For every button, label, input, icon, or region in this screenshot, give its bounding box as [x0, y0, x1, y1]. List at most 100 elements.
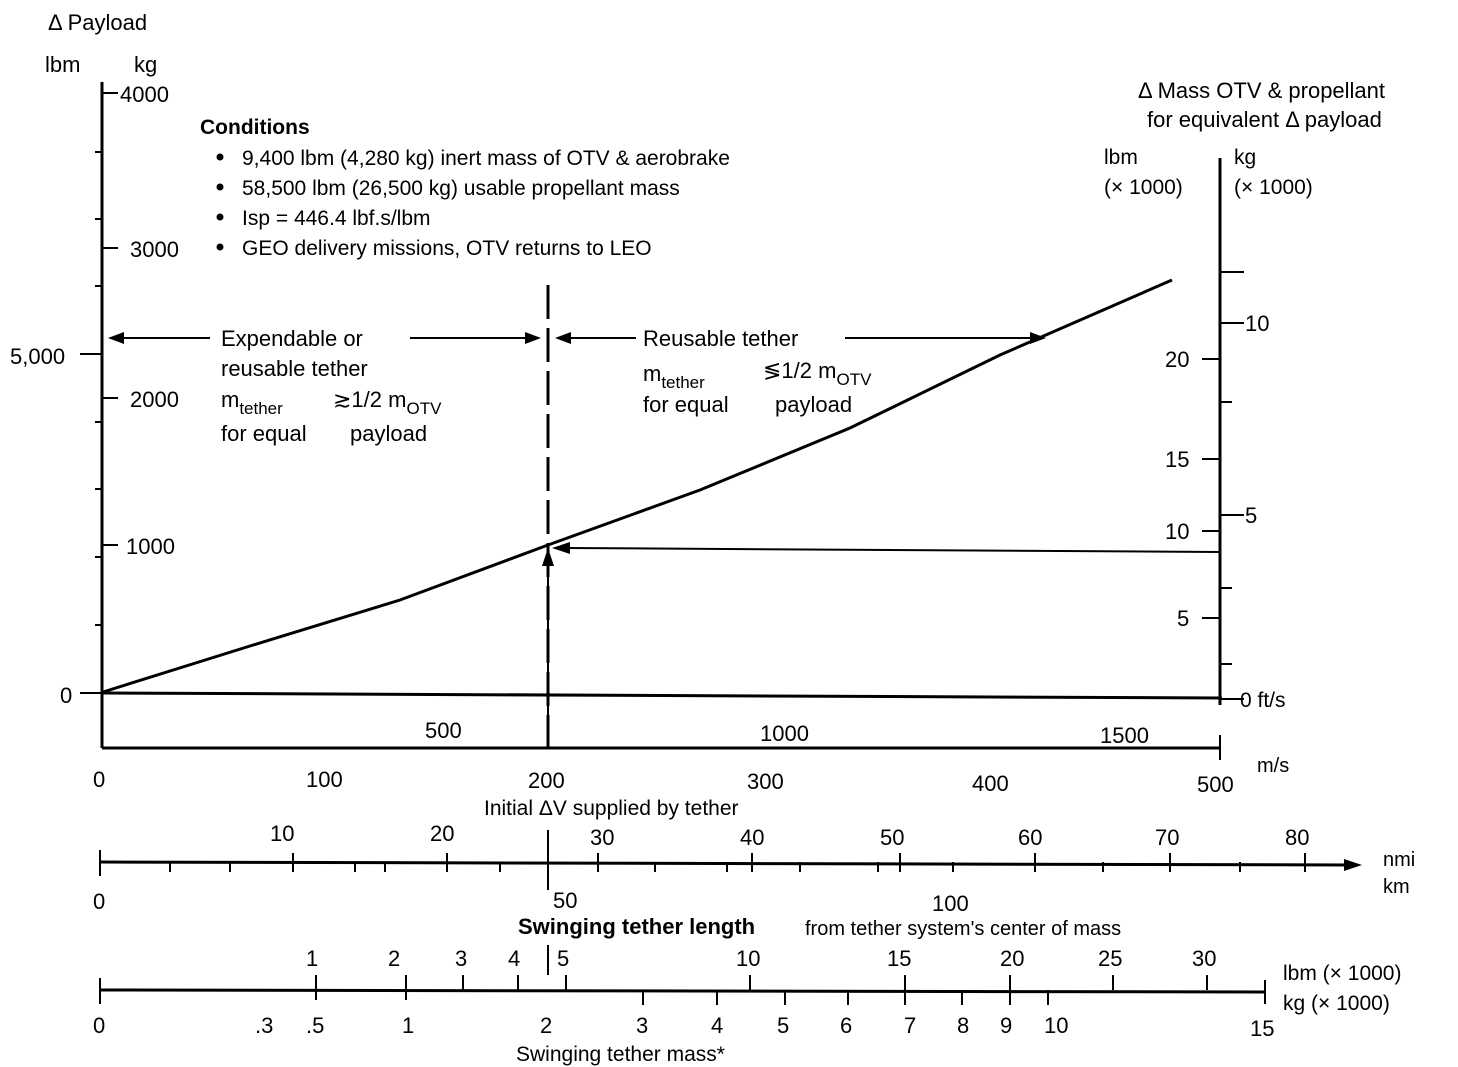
ms-tick-label: 300	[747, 769, 784, 794]
right-axis-kg-unit: (× 1000)	[1234, 176, 1313, 199]
mass-kg-tick-label: 2	[540, 1013, 552, 1038]
mass-kg-tick-label: 5	[777, 1013, 789, 1038]
arrowhead-icon	[555, 332, 571, 344]
length-scale-title: Swinging tether length	[518, 914, 755, 939]
nmi-tick-label: 10	[270, 821, 294, 846]
right-axis-title-line2: for equivalent Δ payload	[1147, 107, 1382, 132]
right-axis-ticks	[1202, 271, 1244, 700]
length-scale-subtitle: from tether system's center of mass	[805, 918, 1121, 940]
right-axis: Δ Mass OTV & propellant for equivalent Δ…	[1104, 78, 1385, 712]
annotation-sub: tether	[239, 399, 283, 418]
annotation-line: payload	[350, 421, 427, 446]
annotation-line: mtether	[221, 387, 283, 418]
ms-tick-label: 0	[93, 767, 105, 792]
ms-tick-label: 400	[972, 771, 1009, 796]
mass-kg-tick-label: 7	[904, 1013, 916, 1038]
mass-kg-tick-label: 9	[1000, 1013, 1012, 1038]
nmi-tick-label: 40	[740, 825, 764, 850]
right-kg-tick-label: 5	[1245, 503, 1257, 528]
arrowhead-icon	[108, 332, 124, 344]
fts-tick-label: 1500	[1100, 723, 1149, 748]
left-axis-ticks	[80, 92, 118, 694]
nmi-tick-label: 70	[1155, 825, 1179, 850]
annotation-line: for equal	[643, 392, 729, 417]
left-lbm-tick-label: 5,000	[10, 344, 65, 369]
left-lbm-tick-label: 0	[60, 683, 72, 708]
km-unit-label: km	[1383, 876, 1410, 898]
left-kg-tick-label: 4000	[120, 82, 169, 107]
nmi-tick-label: 80	[1285, 825, 1309, 850]
mass-lbm-tick-label: 2	[388, 946, 400, 971]
right-lbm-tick-label: 15	[1165, 447, 1189, 472]
nmi-tick-label: 30	[590, 825, 614, 850]
nmi-unit-label: nmi	[1383, 849, 1415, 871]
mass-kg-tick-label: .5	[306, 1013, 324, 1038]
left-axis-kg-label: kg	[134, 52, 157, 77]
region-arrows	[108, 332, 1046, 344]
annotation-line: payload	[775, 392, 852, 417]
annotation-m: m	[643, 361, 661, 386]
condition-item: Isp = 446.4 lbf.s/lbm	[242, 207, 431, 230]
right-lbm-tick-label: 5	[1177, 606, 1189, 631]
right-lbm-tick-label: 10	[1165, 519, 1189, 544]
bullet	[216, 183, 224, 191]
arrowhead-icon	[1030, 332, 1046, 344]
right-kg-tick-label: 10	[1245, 311, 1269, 336]
annotation-line: mtether	[643, 361, 705, 392]
annotation-line: for equal	[221, 421, 307, 446]
annotation-sub: tether	[661, 373, 705, 392]
mass-kg-tick-label: 4	[711, 1013, 723, 1038]
nmi-tick-label: 50	[880, 825, 904, 850]
mass-lbm-tick-label: 25	[1098, 946, 1122, 971]
left-axis-lbm-label: lbm	[45, 52, 80, 77]
left-kg-tick-label: 1000	[126, 534, 175, 559]
fts-axis-line	[101, 691, 1223, 700]
annotation-line: reusable tether	[221, 356, 368, 381]
ms-tick-label: 200	[528, 768, 565, 793]
payload-curve	[102, 278, 1173, 694]
left-axis-title: Δ Payload	[48, 10, 147, 35]
annotation-sub: OTV	[406, 399, 442, 418]
length-scale-line	[99, 860, 1351, 867]
bullet	[216, 243, 224, 251]
mass-ticks	[315, 975, 1208, 1005]
right-axis-lbm-label: lbm	[1104, 146, 1138, 169]
left-kg-tick-label: 2000	[130, 387, 179, 412]
mass-lbm-unit-label: lbm (× 1000)	[1283, 962, 1401, 985]
conditions-title: Conditions	[200, 116, 310, 139]
mass-scale-title: Swinging tether mass*	[516, 1043, 725, 1066]
length-minor-ticks	[169, 853, 1306, 872]
mass-kg-tick-label: 0	[93, 1013, 105, 1038]
annotation-line: ≶1/2 mOTV	[763, 358, 872, 389]
mass-kg-tick-label: 15	[1250, 1016, 1274, 1041]
right-lbm-tick-label: 20	[1165, 347, 1189, 372]
nmi-tick-label: 60	[1018, 825, 1042, 850]
ms-unit-label: m/s	[1257, 755, 1289, 777]
fts-tick-label: 1000	[760, 721, 809, 746]
annotation-line: ≳1/2 mOTV	[333, 387, 442, 418]
right-axis-title-line1: Δ Mass OTV & propellant	[1138, 78, 1385, 103]
mass-kg-tick-label: 1	[402, 1013, 414, 1038]
mass-lbm-tick-label: 1	[306, 946, 318, 971]
mass-kg-tick-label: .3	[255, 1013, 273, 1038]
annotation-line: Expendable or	[221, 326, 363, 351]
right-axis-zero-label: 0 ft/s	[1240, 689, 1286, 712]
mass-lbm-tick-label: 5	[557, 946, 569, 971]
bullet	[216, 213, 224, 221]
ms-tick-label: 100	[306, 767, 343, 792]
conditions: Conditions 9,400 lbm (4,280 kg) inert ma…	[200, 116, 730, 260]
mass-kg-tick-label: 8	[957, 1013, 969, 1038]
bullet	[216, 153, 224, 161]
annotation-rel: ≳1/2 m	[333, 387, 406, 412]
mass-scale: 1 2 3 4 5 10 15 20 25 30 lbm (× 1000) 0 …	[93, 945, 1401, 1066]
right-region-annotation: Reusable tether mtether ≶1/2 mOTV for eq…	[643, 326, 872, 417]
arrowhead-icon	[552, 542, 570, 554]
nmi-tick-label: 20	[430, 821, 454, 846]
length-scale: 10 20 30 40 50 60 70 80 nmi 0 50 100 km …	[93, 821, 1415, 940]
arrowhead-icon	[525, 332, 541, 344]
mass-lbm-tick-label: 20	[1000, 946, 1024, 971]
annotation-sub: OTV	[836, 370, 872, 389]
mass-kg-unit-label: kg (× 1000)	[1283, 992, 1390, 1015]
left-axis: Δ Payload lbm kg 5,000 0 4000 3000 2000 …	[10, 10, 179, 748]
